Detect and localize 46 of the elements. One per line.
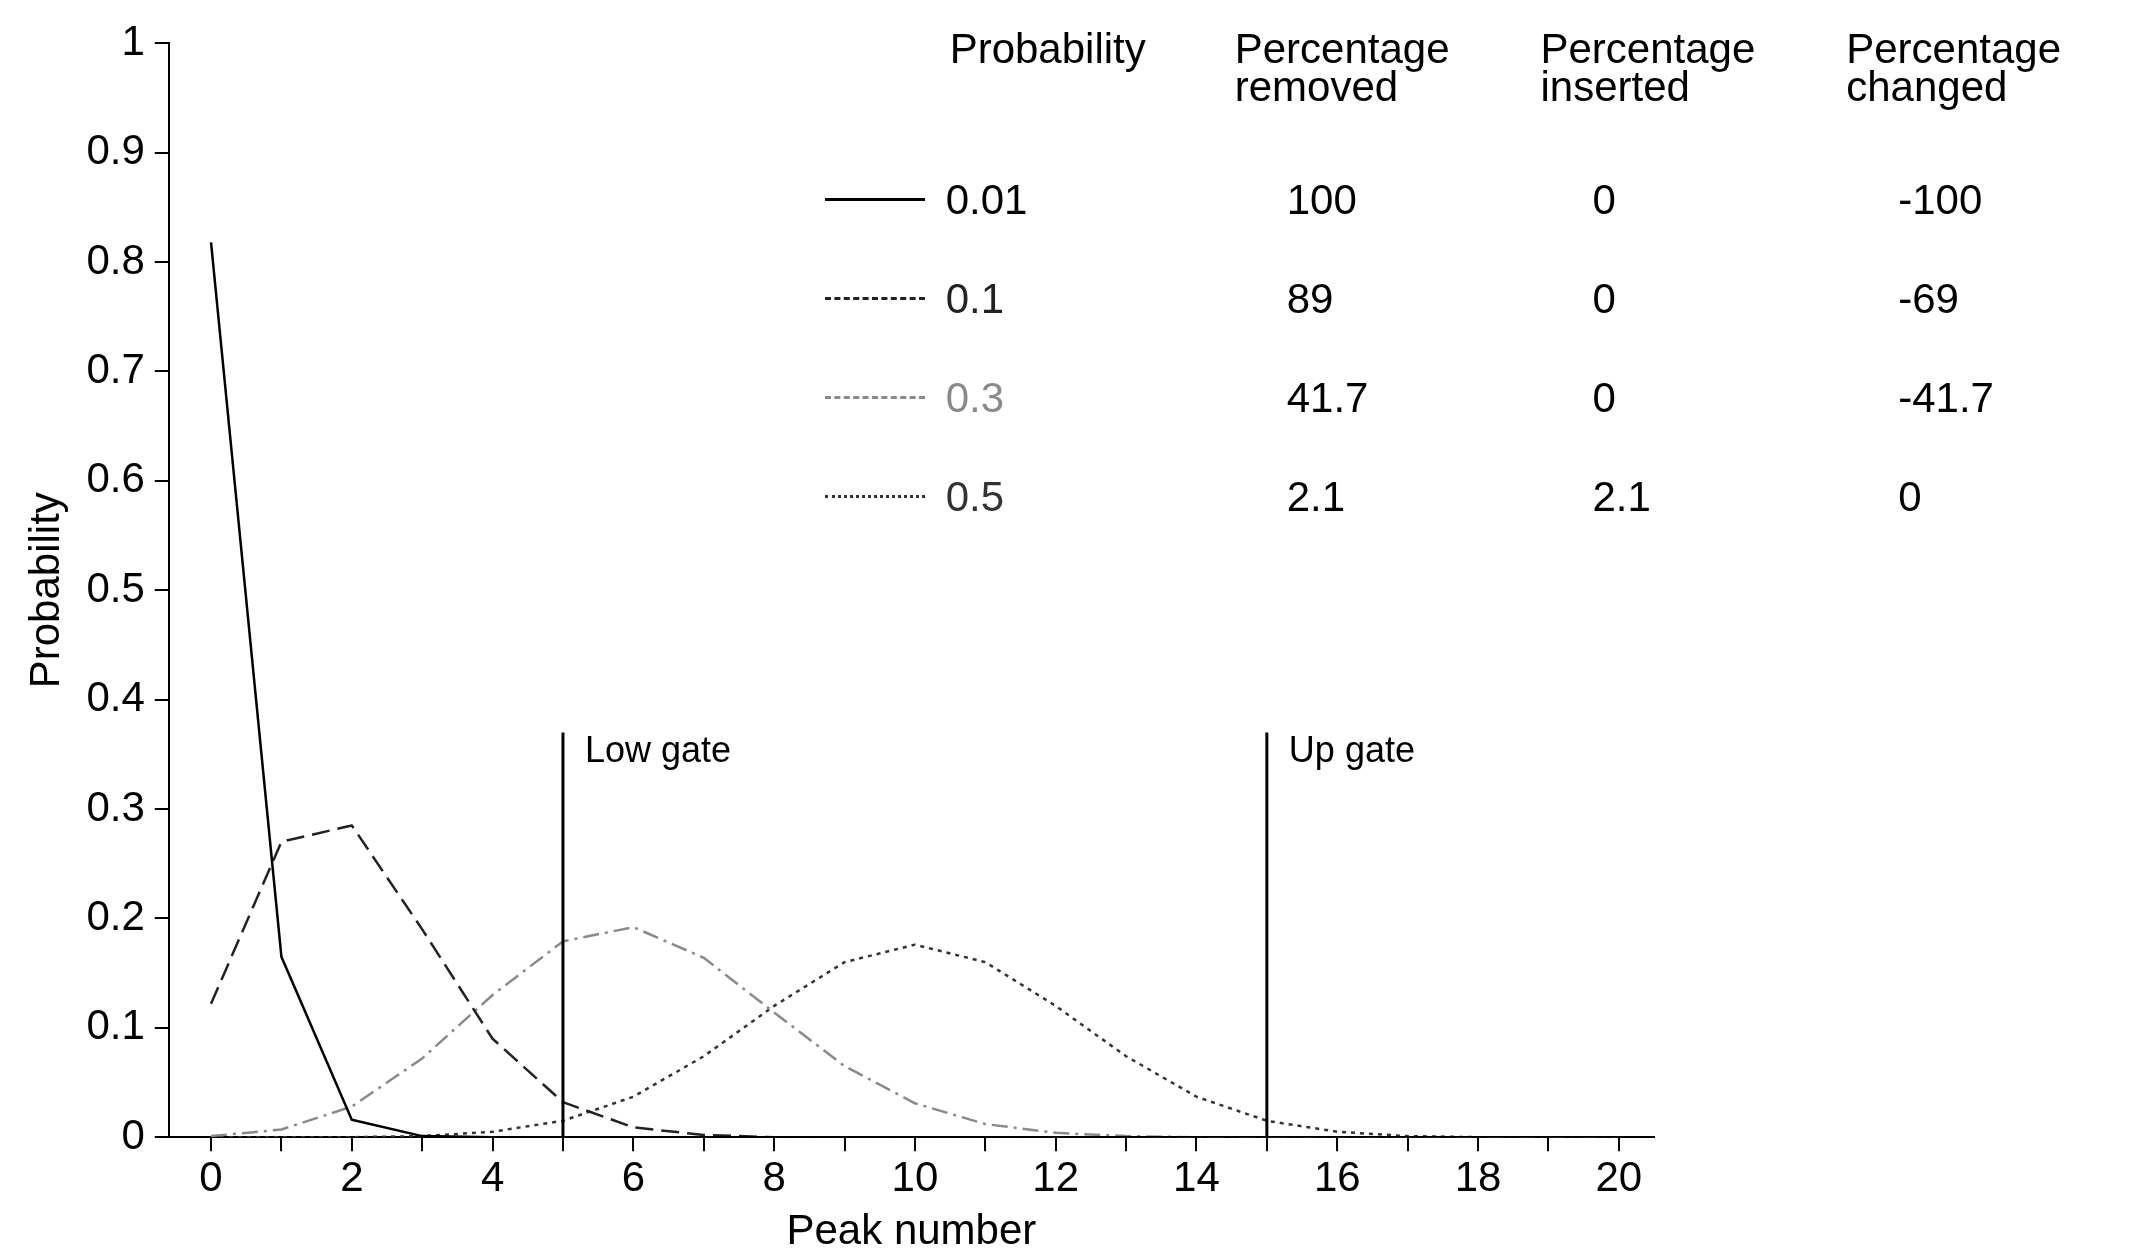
legend-label: 0.3 (944, 372, 1006, 423)
legend-label: 0.1 (944, 273, 1006, 324)
y-tick-label: 0.8 (86, 235, 145, 283)
x-tick-label: 4 (480, 1152, 505, 1200)
annotation: Percentage inserted (1539, 25, 1757, 112)
y-tick-label: 1 (121, 16, 145, 64)
annotation: 0 (1591, 372, 1617, 423)
y-tick-label: 0.5 (86, 563, 145, 611)
y-tick-label: 0.4 (86, 673, 145, 721)
y-axis-title: Probability (20, 492, 68, 689)
text: Percentage changed (1845, 25, 2063, 112)
y-tick-label: 0.7 (86, 344, 145, 392)
annotation: 89 (1285, 273, 1335, 324)
x-axis-title: Peak number (786, 1206, 1037, 1254)
text: -69 (1897, 273, 1960, 324)
x-tick-label: 12 (1032, 1152, 1080, 1200)
x-tick-label: 0 (199, 1152, 223, 1200)
y-tick-label: 0.1 (86, 1001, 145, 1049)
x-tick-label: 16 (1313, 1152, 1361, 1200)
x-tick-label: 10 (891, 1152, 939, 1200)
annotation: Percentage removed (1233, 25, 1451, 112)
annotation: 100 (1285, 174, 1358, 225)
text: 0 (1897, 471, 1923, 522)
annotation: 2.1 (1285, 471, 1347, 522)
legend-label: 0.01 (944, 174, 1029, 225)
annotation: 0 (1591, 273, 1617, 324)
y-tick-label: 0.3 (86, 782, 145, 830)
annotation: 0 (1591, 174, 1617, 225)
annotation: 2.1 (1591, 471, 1652, 522)
x-tick-label: 18 (1454, 1152, 1502, 1200)
ref-line-label: Up gate (1288, 729, 1415, 771)
legend-title: Probability (948, 25, 1147, 74)
x-tick-label: 2 (340, 1152, 364, 1200)
y-tick-label: 0.6 (86, 454, 145, 502)
x-tick-label: 8 (762, 1152, 786, 1200)
x-tick-label: 14 (1173, 1152, 1220, 1200)
y-tick-label: 0 (121, 1110, 145, 1158)
x-tick-label: 6 (621, 1152, 646, 1200)
y-tick-label: 0.9 (86, 126, 145, 174)
y-tick-label: 0.2 (86, 891, 145, 939)
x-tick-label: 20 (1595, 1152, 1643, 1200)
ref-line-label: Low gate (584, 729, 732, 771)
text: -41.7 (1897, 372, 1995, 423)
text: -100 (1897, 174, 1984, 225)
annotation: 41.7 (1285, 372, 1370, 423)
legend-label: 0.5 (944, 471, 1006, 522)
